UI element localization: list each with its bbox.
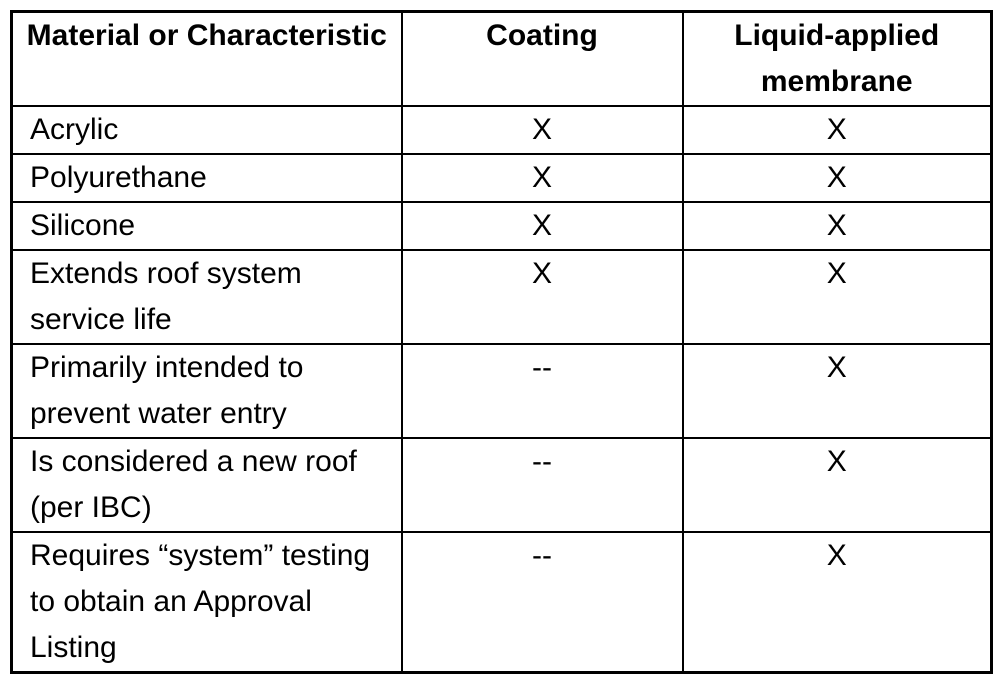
coating-value: -- xyxy=(400,531,684,674)
column-header-coating: Coating xyxy=(400,10,684,107)
row-label: Silicone xyxy=(10,201,403,251)
coating-value: -- xyxy=(400,437,684,533)
row-label: Is considered a new roof (per IBC) xyxy=(10,437,403,533)
membrane-value: X xyxy=(681,105,993,155)
table-row: Silicone X X xyxy=(10,201,993,251)
table-row: Polyurethane X X xyxy=(10,153,993,203)
coating-value: X xyxy=(400,201,684,251)
table-row: Extends roof system service life X X xyxy=(10,249,993,345)
membrane-value: X xyxy=(681,201,993,251)
membrane-value: X xyxy=(681,531,993,674)
membrane-value: X xyxy=(681,437,993,533)
header-row: Material or Characteristic Coating Liqui… xyxy=(10,10,993,107)
table-row: Requires “system” testing to obtain an A… xyxy=(10,531,993,674)
row-label: Extends roof system service life xyxy=(10,249,403,345)
table-row: Acrylic X X xyxy=(10,105,993,155)
column-header-material-or-characteristic: Material or Characteristic xyxy=(10,10,403,107)
row-label: Primarily intended to prevent water entr… xyxy=(10,343,403,439)
coating-value: X xyxy=(400,249,684,345)
membrane-value: X xyxy=(681,249,993,345)
table-row: Is considered a new roof (per IBC) -- X xyxy=(10,437,993,533)
column-header-liquid-applied-membrane: Liquid-applied membrane xyxy=(681,10,993,107)
coating-value: X xyxy=(400,153,684,203)
row-label: Polyurethane xyxy=(10,153,403,203)
row-label: Requires “system” testing to obtain an A… xyxy=(10,531,403,674)
membrane-value: X xyxy=(681,343,993,439)
coating-value: X xyxy=(400,105,684,155)
coating-vs-membrane-table: Material or Characteristic Coating Liqui… xyxy=(10,10,993,674)
row-label: Acrylic xyxy=(10,105,403,155)
membrane-value: X xyxy=(681,153,993,203)
table-row: Primarily intended to prevent water entr… xyxy=(10,343,993,439)
coating-value: -- xyxy=(400,343,684,439)
